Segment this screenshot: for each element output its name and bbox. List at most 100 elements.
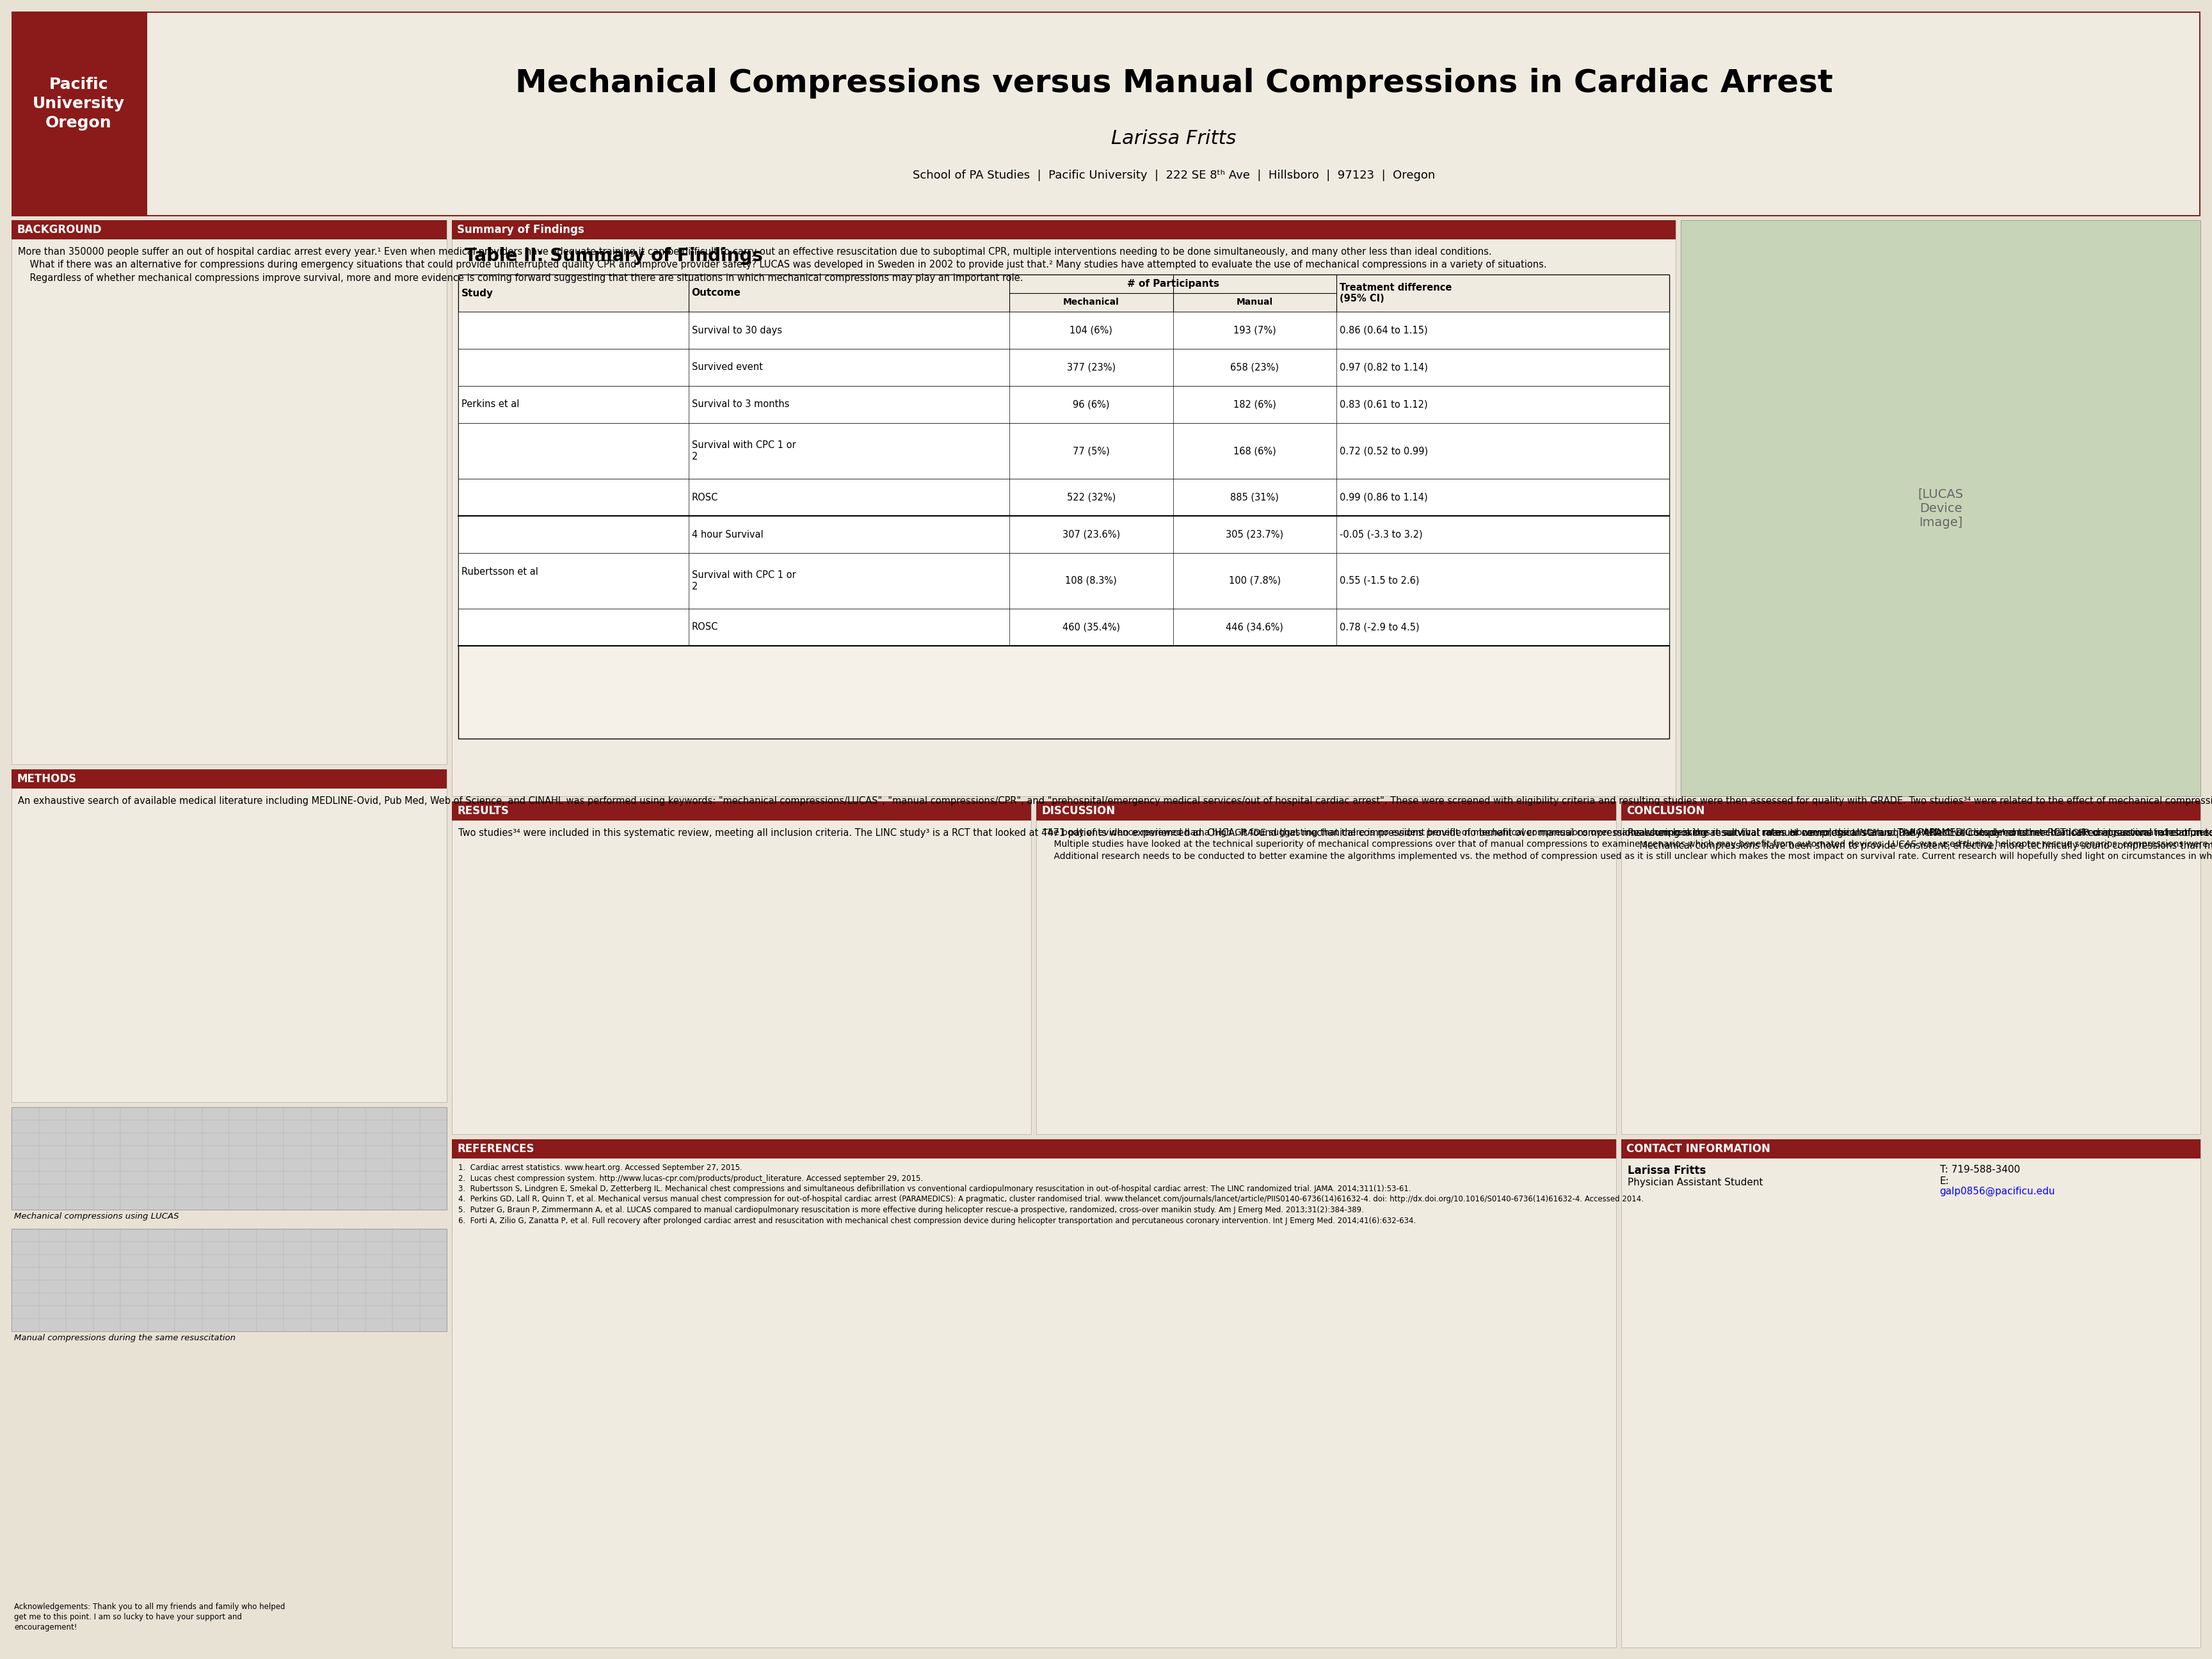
Text: Table II: Summary of Findings: Table II: Summary of Findings xyxy=(465,247,763,265)
Text: 305 (23.7%): 305 (23.7%) xyxy=(1225,529,1283,539)
Text: 100 (7.8%): 100 (7.8%) xyxy=(1228,576,1281,586)
Text: 0.55 (-1.5 to 2.6): 0.55 (-1.5 to 2.6) xyxy=(1340,576,1420,586)
Bar xyxy=(11,1107,447,1209)
Text: CONCLUSION: CONCLUSION xyxy=(1626,805,1705,816)
Text: 0.97 (0.82 to 1.14): 0.97 (0.82 to 1.14) xyxy=(1340,363,1429,372)
Bar xyxy=(11,221,447,239)
Text: Reassuring is the result that manual compressions are equally effective compared: Reassuring is the result that manual com… xyxy=(1628,828,2212,851)
Text: ROSC: ROSC xyxy=(692,493,719,503)
Text: METHODS: METHODS xyxy=(18,773,75,785)
Text: galp0856@pacificu.edu: galp0856@pacificu.edu xyxy=(1940,1186,2055,1196)
Bar xyxy=(451,801,1031,1135)
Bar xyxy=(1621,801,2201,1135)
Text: REFERENCES: REFERENCES xyxy=(458,1143,533,1155)
Text: 168 (6%): 168 (6%) xyxy=(1234,446,1276,456)
Bar xyxy=(1037,801,1617,821)
Text: 307 (23.6%): 307 (23.6%) xyxy=(1062,529,1119,539)
Text: Two studies³⁴ were included in this systematic review, meeting all inclusion cri: Two studies³⁴ were included in this syst… xyxy=(458,828,2212,838)
Text: 446 (34.6%): 446 (34.6%) xyxy=(1225,622,1283,632)
Bar xyxy=(458,275,1670,312)
Bar xyxy=(13,13,144,216)
Text: Survival with CPC 1 or
2: Survival with CPC 1 or 2 xyxy=(692,441,796,461)
Text: Acknowledgements: Thank you to all my friends and family who helped
get me to th: Acknowledgements: Thank you to all my fr… xyxy=(13,1603,285,1631)
Bar xyxy=(11,770,447,788)
Text: 522 (32%): 522 (32%) xyxy=(1066,493,1115,503)
Bar xyxy=(1037,801,1617,1135)
Text: 885 (31%): 885 (31%) xyxy=(1230,493,1279,503)
Text: Manual: Manual xyxy=(1237,299,1272,307)
Text: 0.83 (0.61 to 1.12): 0.83 (0.61 to 1.12) xyxy=(1340,400,1427,410)
Text: Larissa Fritts: Larissa Fritts xyxy=(1628,1165,1705,1176)
Text: DISCUSSION: DISCUSSION xyxy=(1042,805,1115,816)
Text: Rubertsson et al: Rubertsson et al xyxy=(462,567,538,576)
Text: CONTACT INFORMATION: CONTACT INFORMATION xyxy=(1626,1143,1770,1155)
Bar xyxy=(1621,1140,2201,1647)
Text: 182 (6%): 182 (6%) xyxy=(1234,400,1276,410)
Text: BACKGROUND: BACKGROUND xyxy=(18,224,102,236)
Bar xyxy=(451,1140,1617,1158)
Bar xyxy=(11,1229,447,1331)
Bar xyxy=(458,387,1670,423)
Text: Pacific
University
Oregon: Pacific University Oregon xyxy=(33,76,124,131)
Text: Mechanical compressions using LUCAS: Mechanical compressions using LUCAS xyxy=(13,1213,179,1221)
Bar xyxy=(148,13,2199,216)
Bar xyxy=(458,312,1670,348)
Text: -0.05 (-3.3 to 3.2): -0.05 (-3.3 to 3.2) xyxy=(1340,529,1422,539)
Text: Perkins et al: Perkins et al xyxy=(462,400,520,410)
Bar xyxy=(458,552,1670,609)
Bar xyxy=(11,221,447,765)
Text: School of PA Studies  |  Pacific University  |  222 SE 8ᵗʰ Ave  |  Hillsboro  | : School of PA Studies | Pacific Universit… xyxy=(914,169,1436,181)
Text: RESULTS: RESULTS xyxy=(458,805,509,816)
Text: Manual compressions during the same resuscitation: Manual compressions during the same resu… xyxy=(13,1334,234,1342)
Bar xyxy=(458,479,1670,516)
Text: More than 350000 people suffer an out of hospital cardiac arrest every year.¹ Ev: More than 350000 people suffer an out of… xyxy=(18,247,1546,282)
Text: T: 719-588-3400: T: 719-588-3400 xyxy=(1940,1165,2020,1175)
Bar xyxy=(451,1140,1617,1647)
Bar xyxy=(11,12,2201,216)
Text: # of Participants: # of Participants xyxy=(1126,279,1219,289)
Text: 4 hour Survival: 4 hour Survival xyxy=(692,529,763,539)
Text: Survival to 30 days: Survival to 30 days xyxy=(692,325,781,335)
Text: Survival to 3 months: Survival to 3 months xyxy=(692,400,790,410)
Text: Survived event: Survived event xyxy=(692,363,763,372)
Bar xyxy=(451,221,1677,796)
Text: Study: Study xyxy=(462,289,493,299)
Text: 77 (5%): 77 (5%) xyxy=(1073,446,1110,456)
Bar xyxy=(458,423,1670,479)
Bar xyxy=(458,516,1670,552)
Text: Summary of Findings: Summary of Findings xyxy=(458,224,584,236)
Text: An exhaustive search of available medical literature including MEDLINE-Ovid, Pub: An exhaustive search of available medica… xyxy=(18,796,2212,806)
Text: ROSC: ROSC xyxy=(692,622,719,632)
Bar xyxy=(1621,1140,2201,1158)
Text: 104 (6%): 104 (6%) xyxy=(1071,325,1113,335)
Bar xyxy=(458,275,1670,738)
Text: 96 (6%): 96 (6%) xyxy=(1073,400,1110,410)
Bar xyxy=(11,770,447,1102)
Text: Survival with CPC 1 or
2: Survival with CPC 1 or 2 xyxy=(692,571,796,591)
Text: 658 (23%): 658 (23%) xyxy=(1230,363,1279,372)
Text: Treatment difference
(95% CI): Treatment difference (95% CI) xyxy=(1340,282,1451,304)
Text: Outcome: Outcome xyxy=(692,289,741,299)
Bar xyxy=(451,801,1031,821)
Text: Mechanical Compressions versus Manual Compressions in Cardiac Arrest: Mechanical Compressions versus Manual Co… xyxy=(515,68,1834,98)
Text: The body of evidence reviewed had a high GRADE suggesting that there is no evide: The body of evidence reviewed had a high… xyxy=(1042,828,2212,861)
Bar xyxy=(1621,801,2201,821)
Text: 377 (23%): 377 (23%) xyxy=(1066,363,1115,372)
Bar xyxy=(458,348,1670,387)
Bar xyxy=(1681,221,2201,796)
Text: 193 (7%): 193 (7%) xyxy=(1234,325,1276,335)
Text: 0.99 (0.86 to 1.14): 0.99 (0.86 to 1.14) xyxy=(1340,493,1427,503)
Text: 0.78 (-2.9 to 4.5): 0.78 (-2.9 to 4.5) xyxy=(1340,622,1420,632)
Text: 460 (35.4%): 460 (35.4%) xyxy=(1062,622,1119,632)
Text: E:: E: xyxy=(1940,1176,1949,1186)
Text: 1.  Cardiac arrest statistics. www.heart.org. Accessed September 27, 2015.
2.  L: 1. Cardiac arrest statistics. www.heart.… xyxy=(458,1163,1644,1224)
Text: 0.72 (0.52 to 0.99): 0.72 (0.52 to 0.99) xyxy=(1340,446,1429,456)
Text: [LUCAS
Device
Image]: [LUCAS Device Image] xyxy=(1918,488,1964,528)
Text: Physician Assistant Student: Physician Assistant Student xyxy=(1628,1178,1763,1188)
Text: 108 (8.3%): 108 (8.3%) xyxy=(1066,576,1117,586)
Bar xyxy=(458,609,1670,645)
Text: Mechanical: Mechanical xyxy=(1064,299,1119,307)
Bar xyxy=(451,221,1677,239)
Text: 0.86 (0.64 to 1.15): 0.86 (0.64 to 1.15) xyxy=(1340,325,1427,335)
Text: Larissa Fritts: Larissa Fritts xyxy=(1110,129,1237,148)
